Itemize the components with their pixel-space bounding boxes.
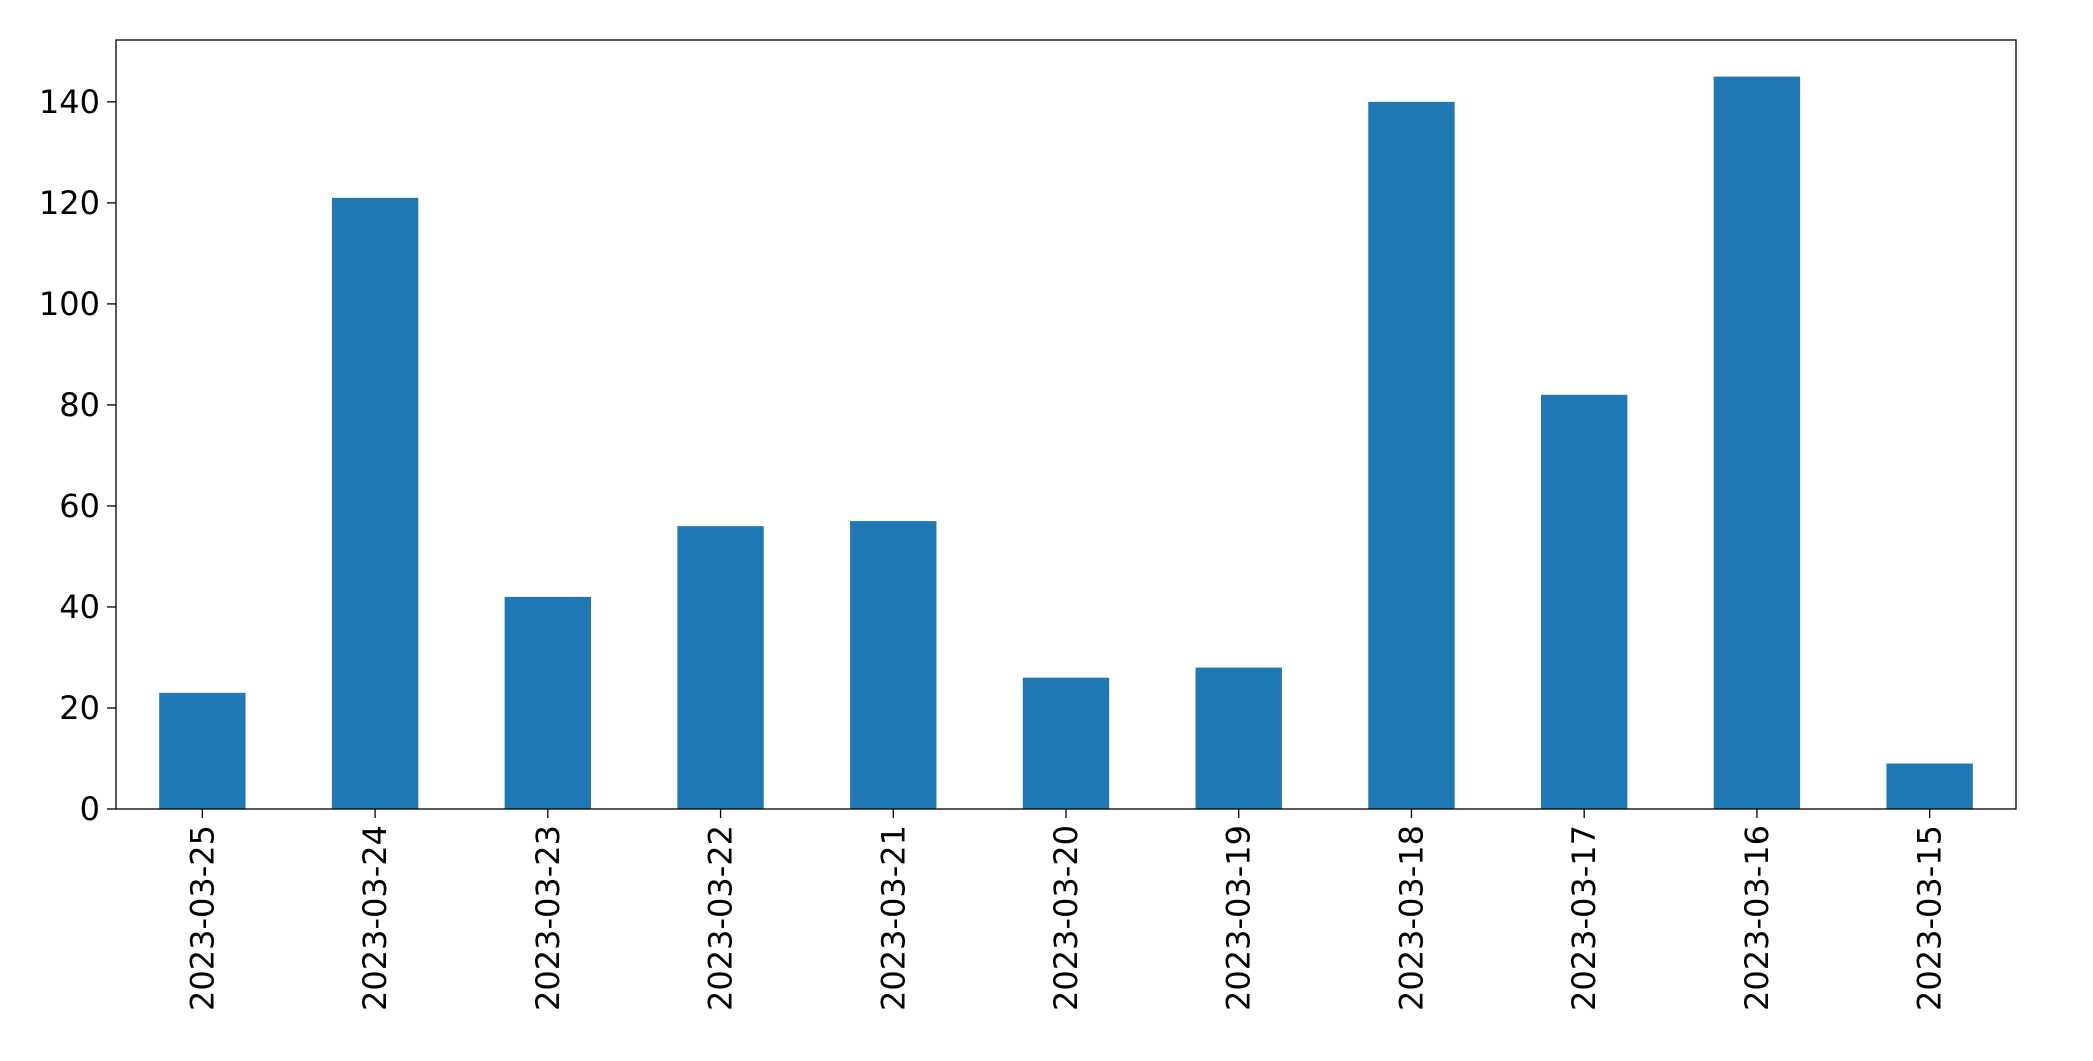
x-tick-label: 2023-03-16 [1738, 825, 1776, 1011]
x-tick-label: 2023-03-25 [183, 825, 221, 1011]
x-tick-label: 2023-03-20 [1047, 825, 1085, 1011]
x-tick-label: 2023-03-24 [356, 825, 394, 1011]
x-tick-label: 2023-03-17 [1565, 825, 1603, 1011]
bar [1541, 394, 1628, 809]
bar [677, 526, 764, 809]
y-tick-label: 20 [59, 689, 100, 727]
y-tick-label: 80 [59, 386, 100, 424]
bar [1195, 667, 1282, 809]
bar [850, 521, 937, 809]
y-tick-label: 0 [80, 790, 100, 828]
y-tick-label: 100 [39, 285, 100, 323]
bar [159, 692, 246, 809]
y-tick-label: 60 [59, 487, 100, 525]
x-tick-label: 2023-03-15 [1911, 825, 1949, 1011]
y-tick-label: 40 [59, 588, 100, 626]
bar [1713, 76, 1801, 810]
plot-frame [115, 39, 2017, 810]
bar [1886, 763, 1973, 809]
x-tick-label: 2023-03-19 [1220, 825, 1258, 1011]
x-tick-label: 2023-03-23 [529, 825, 567, 1011]
y-tick-label: 140 [39, 83, 100, 121]
bar [504, 596, 591, 809]
bar [1022, 677, 1110, 809]
bar [331, 197, 419, 810]
x-tick-label: 2023-03-22 [702, 825, 740, 1011]
x-tick-label: 2023-03-21 [874, 825, 912, 1011]
bar [1368, 101, 1455, 810]
y-tick-label: 120 [39, 184, 100, 222]
x-tick-label: 2023-03-18 [1392, 825, 1430, 1011]
